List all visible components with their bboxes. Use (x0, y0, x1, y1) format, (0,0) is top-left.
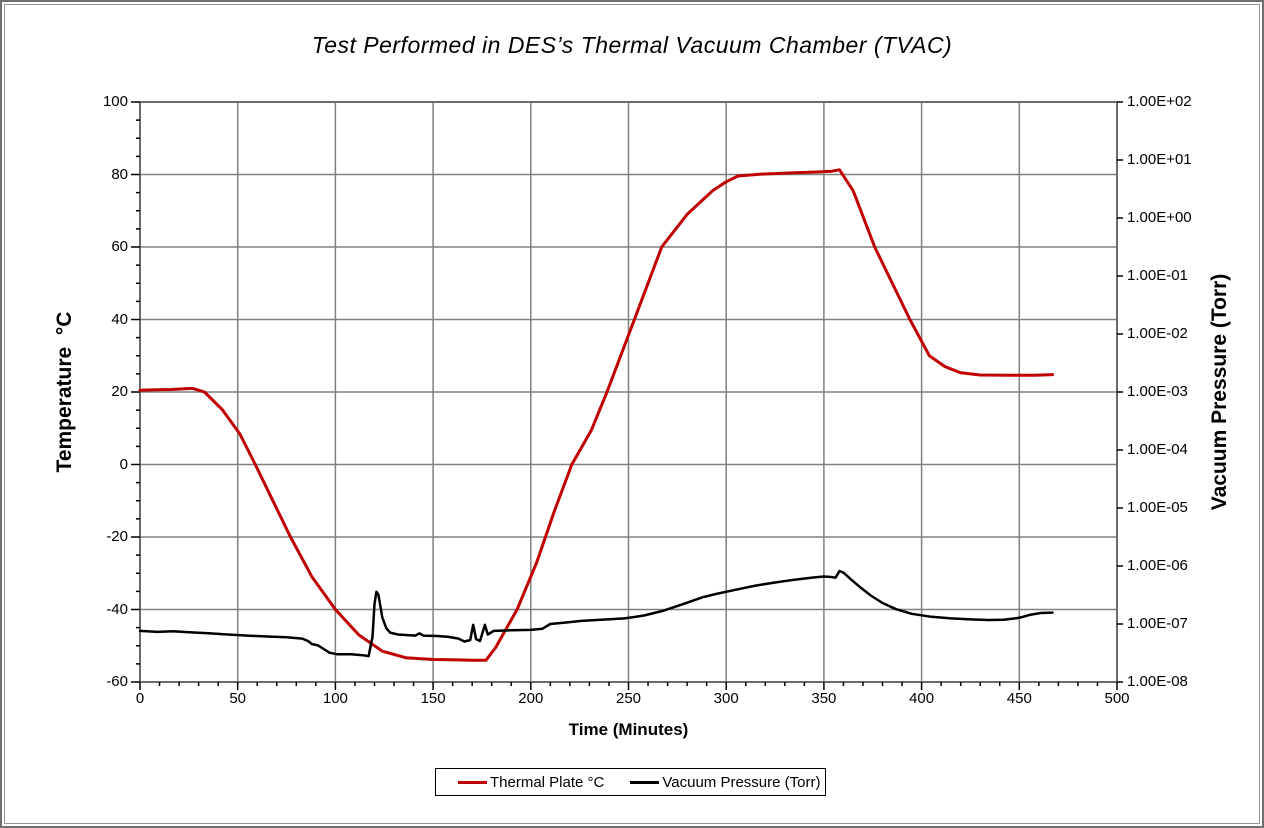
left-axis-tick-label: 20 (111, 383, 128, 400)
vacuum-pressure-series-line (138, 569, 1054, 658)
x-axis-tick-label: 400 (909, 690, 935, 707)
legend-item-thermal-plate: Thermal Plate °C (458, 774, 604, 791)
right-axis-tick-label: 1.00E-02 (1127, 325, 1188, 342)
chart-title: Test Performed in DES’s Thermal Vacuum C… (311, 32, 953, 58)
right-axis-tick-label: 1.00E-01 (1127, 267, 1188, 284)
x-axis-tick-label: 150 (420, 690, 446, 707)
x-axis-tick-label: 200 (518, 690, 544, 707)
x-axis-tick-label: 0 (135, 690, 145, 707)
legend: Thermal Plate °C Vacuum Pressure (Torr) (435, 768, 826, 796)
right-axis-tick-label: 1.00E-03 (1127, 383, 1188, 400)
left-axis-tick-label: -20 (106, 528, 128, 545)
x-axis-title: Time (Minutes) (568, 720, 689, 739)
thermal-plate-series-line (138, 168, 1054, 662)
right-axis-tick-label: 1.00E-08 (1127, 673, 1188, 690)
left-axis-tick-label: 60 (111, 238, 128, 255)
x-axis-tick-label: 100 (322, 690, 348, 707)
x-axis-tick-label: 50 (229, 690, 247, 707)
x-axis-tick-label: 500 (1104, 690, 1130, 707)
x-axis-tick-label: 350 (811, 690, 837, 707)
x-axis-tick-label: 250 (615, 690, 642, 707)
legend-item-vacuum-pressure: Vacuum Pressure (Torr) (630, 774, 820, 791)
left-axis-title: Temperature °C (53, 311, 76, 473)
vacuum-pressure-line-sample (630, 780, 660, 784)
right-axis-tick-label: 1.00E-07 (1127, 615, 1188, 632)
left-axis-tick-label: 40 (111, 310, 128, 328)
left-axis-tick-label: 0 (119, 455, 128, 473)
left-axis-tick-label: -60 (106, 673, 128, 690)
thermal-plate-line-sample (458, 780, 487, 784)
legend-label-vacuum-pressure: Vacuum Pressure (Torr) (662, 773, 821, 791)
x-axis-tick-label: 450 (1006, 690, 1032, 707)
left-axis-tick-label: 80 (111, 165, 128, 183)
right-axis-tick-label: 1.00E+02 (1127, 93, 1192, 110)
x-axis-tick-label: 300 (713, 690, 739, 707)
right-axis-tick-label: 1.00E-06 (1127, 557, 1188, 574)
legend-label-thermal-plate: Thermal Plate °C (490, 773, 605, 791)
left-axis-tick-label: -40 (106, 600, 128, 618)
left-axis-tick-label: 100 (102, 93, 128, 110)
right-axis-tick-label: 1.00E-04 (1127, 441, 1188, 458)
right-axis-tick-label: 1.00E+00 (1127, 209, 1192, 226)
right-axis-tick-label: 1.00E+01 (1127, 151, 1192, 168)
right-axis-tick-label: 1.00E-05 (1127, 499, 1188, 516)
